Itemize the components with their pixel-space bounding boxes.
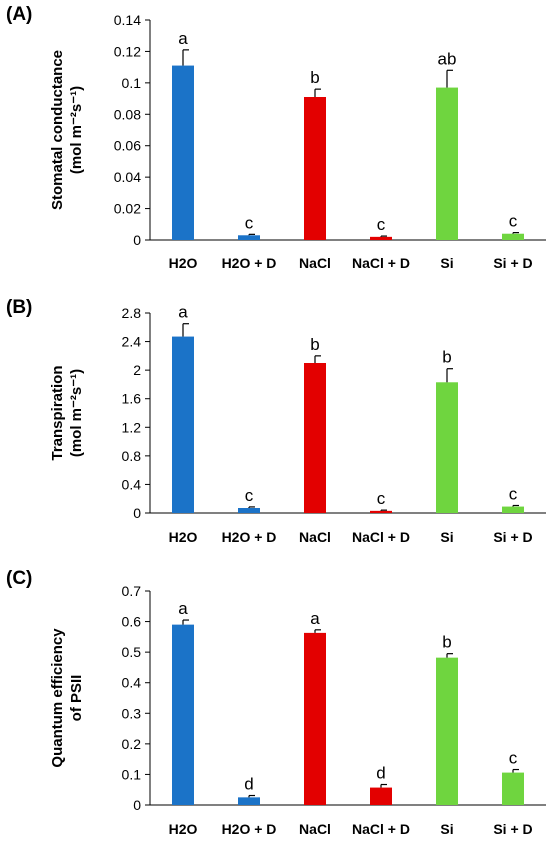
significance-letter: d bbox=[244, 775, 253, 794]
panel-label: (A) bbox=[6, 4, 32, 25]
x-tick-label: Si bbox=[440, 255, 453, 271]
y-tick-label: 2.4 bbox=[122, 334, 142, 350]
significance-letter: c bbox=[509, 749, 518, 768]
y-tick-label: 2 bbox=[133, 362, 141, 378]
y-tick-label: 0.1 bbox=[122, 766, 142, 782]
panel-1: (B) Transpiration (mol m⁻²s⁻¹) 0 0.4 0.8 1.2 1.… bbox=[6, 297, 546, 545]
significance-letter: c bbox=[377, 215, 386, 234]
panel-label: (C) bbox=[6, 568, 32, 589]
y-axis-title-line: (mol m⁻²s⁻¹) bbox=[68, 86, 85, 174]
y-tick-label: 1.6 bbox=[122, 391, 142, 407]
y-axis-title-line: of PSII bbox=[68, 675, 85, 722]
y-tick-label: 0.2 bbox=[122, 736, 142, 752]
y-tick-label: 0.7 bbox=[122, 583, 142, 599]
y-tick-label: 0.02 bbox=[114, 201, 141, 217]
x-tick-label: Si + D bbox=[493, 529, 532, 545]
significance-letter: b bbox=[442, 633, 451, 652]
y-axis-title: Quantum efficiency of PSII bbox=[49, 628, 85, 768]
bar bbox=[172, 336, 194, 513]
x-tick-label: NaCl bbox=[299, 821, 331, 837]
x-tick-label: Si bbox=[440, 821, 453, 837]
bar bbox=[436, 87, 458, 240]
y-axis-title: Stomatal conductance (mol m⁻²s⁻¹) bbox=[49, 50, 85, 210]
y-tick-label: 0.14 bbox=[114, 12, 141, 28]
bar bbox=[304, 632, 326, 805]
y-tick-label: 0.06 bbox=[114, 138, 141, 154]
x-tick-label: Si + D bbox=[493, 255, 532, 271]
bar bbox=[238, 797, 260, 805]
panel-label: (B) bbox=[6, 297, 32, 318]
bar bbox=[304, 363, 326, 513]
x-tick-label: H2O bbox=[169, 821, 198, 837]
significance-letter: c bbox=[509, 212, 518, 231]
bar bbox=[502, 772, 524, 805]
bar bbox=[304, 97, 326, 240]
y-axis-title-line: Quantum efficiency bbox=[49, 628, 66, 768]
x-tick-label: NaCl + D bbox=[352, 821, 410, 837]
significance-letter: b bbox=[442, 348, 451, 367]
y-axis-title-line: Transpiration bbox=[49, 365, 66, 460]
y-tick-label: 0 bbox=[133, 232, 141, 248]
bar bbox=[436, 657, 458, 805]
significance-letter: a bbox=[178, 303, 188, 322]
bar bbox=[172, 65, 194, 240]
x-tick-label: H2O + D bbox=[222, 255, 277, 271]
bar bbox=[370, 787, 392, 805]
significance-letter: a bbox=[178, 29, 188, 48]
x-tick-label: NaCl bbox=[299, 255, 331, 271]
significance-letter: c bbox=[377, 489, 386, 508]
x-tick-label: H2O bbox=[169, 255, 198, 271]
y-tick-label: 0.4 bbox=[122, 476, 142, 492]
y-tick-label: 0.04 bbox=[114, 169, 141, 185]
x-tick-label: H2O + D bbox=[222, 821, 277, 837]
y-tick-label: 2.8 bbox=[122, 305, 142, 321]
y-tick-label: 0 bbox=[133, 797, 141, 813]
y-axis-title-line: (mol m⁻²s⁻¹) bbox=[68, 369, 85, 457]
significance-letter: c bbox=[245, 486, 254, 505]
y-tick-label: 0.1 bbox=[122, 75, 142, 91]
bar bbox=[502, 233, 524, 240]
bar bbox=[502, 506, 524, 513]
significance-letter: a bbox=[178, 599, 188, 618]
x-tick-label: NaCl bbox=[299, 529, 331, 545]
x-tick-label: H2O bbox=[169, 529, 198, 545]
bar bbox=[238, 508, 260, 513]
y-tick-label: 0.5 bbox=[122, 644, 142, 660]
significance-letter: a bbox=[310, 609, 320, 628]
y-axis-title-line: Stomatal conductance bbox=[49, 50, 66, 210]
x-tick-label: Si + D bbox=[493, 821, 532, 837]
bar bbox=[238, 235, 260, 240]
y-tick-label: 0 bbox=[133, 505, 141, 521]
panel-0: (A) Stomatal conductance (mol m⁻²s⁻¹) 0 0.02… bbox=[6, 4, 546, 271]
panel-2: (C) Quantum efficiency of PSII 0 0.1 0.2 0.3 0.… bbox=[6, 568, 546, 837]
y-tick-label: 0.4 bbox=[122, 675, 142, 691]
y-tick-label: 0.8 bbox=[122, 448, 142, 464]
significance-letter: b bbox=[310, 335, 319, 354]
y-tick-label: 0.12 bbox=[114, 43, 141, 59]
y-tick-label: 0.6 bbox=[122, 614, 142, 630]
bar bbox=[436, 382, 458, 513]
significance-letter: d bbox=[376, 764, 385, 783]
x-tick-label: H2O + D bbox=[222, 529, 277, 545]
bar bbox=[370, 236, 392, 240]
significance-letter: c bbox=[509, 485, 518, 504]
y-axis-title: Transpiration (mol m⁻²s⁻¹) bbox=[49, 365, 85, 460]
y-tick-label: 1.2 bbox=[122, 419, 142, 435]
bar bbox=[370, 510, 392, 513]
significance-letter: c bbox=[245, 213, 254, 232]
significance-letter: b bbox=[310, 68, 319, 87]
significance-letter: ab bbox=[438, 49, 457, 68]
x-tick-label: Si bbox=[440, 529, 453, 545]
y-tick-label: 0.08 bbox=[114, 106, 141, 122]
bar bbox=[172, 624, 194, 805]
x-tick-label: NaCl + D bbox=[352, 255, 410, 271]
x-tick-label: NaCl + D bbox=[352, 529, 410, 545]
y-tick-label: 0.3 bbox=[122, 705, 142, 721]
